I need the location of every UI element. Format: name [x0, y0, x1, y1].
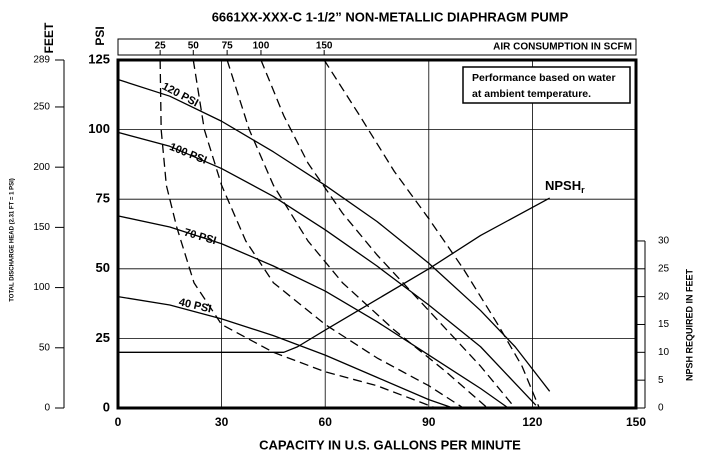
y3-tick-label: 15: [658, 319, 670, 330]
y-tick-label: 75: [96, 191, 110, 206]
air-tick-label: 75: [222, 41, 234, 52]
y3-tick-label: 5: [658, 375, 664, 386]
y-axis-label: PSI: [93, 26, 107, 45]
feet-tick-label: 200: [33, 162, 50, 173]
air-tick-label: 150: [316, 41, 333, 52]
note-line: at ambient temperature.: [472, 88, 591, 100]
air-tick-label: 100: [253, 41, 270, 52]
pump-curve: [117, 78, 551, 392]
x-tick-label: 150: [626, 415, 646, 429]
air-curve: [323, 59, 540, 409]
air-tick-label: 50: [188, 41, 200, 52]
y-tick-label: 125: [88, 51, 110, 66]
y3-axis-label: NPSH REQUIRED IN FEET: [684, 268, 694, 381]
note-box: [462, 66, 631, 104]
x-tick-label: 120: [522, 415, 542, 429]
series-label: 70 PSI: [182, 227, 217, 248]
feet-tick-label: 0: [44, 403, 50, 414]
y3-tick-label: 25: [658, 263, 670, 274]
air-curve: [260, 59, 516, 409]
series-label: 40 PSI: [178, 296, 213, 315]
y-tick-label: 50: [96, 260, 110, 275]
y-tick-label: 0: [103, 399, 110, 414]
feet-axis-label: FEET: [42, 22, 56, 53]
x-tick-label: 0: [115, 415, 122, 429]
head-label: TOTAL DISCHARGE HEAD (2.31 FT = 1 PSI): [10, 178, 16, 302]
y-tick-label: 25: [96, 330, 110, 345]
feet-tick-label: 150: [33, 222, 50, 233]
x-tick-label: 60: [319, 415, 333, 429]
feet-tick-label: 289: [33, 55, 50, 66]
series-label: 100 PSI: [168, 141, 209, 167]
y3-tick-label: 20: [658, 291, 670, 302]
pump-curve: [118, 197, 550, 353]
plot-frame: [116, 58, 638, 410]
y3-tick-label: 10: [658, 347, 670, 358]
chart-title: 6661XX-XXX-C 1-1/2” NON-METALLIC DIAPHRA…: [212, 9, 569, 24]
air-curve: [192, 59, 464, 409]
x-axis-label: CAPACITY IN U.S. GALLONS PER MINUTE: [259, 437, 521, 452]
feet-tick-label: 250: [33, 102, 50, 113]
npsh-label: NPSHr: [545, 178, 585, 195]
y-tick-label: 100: [88, 121, 110, 136]
pump-curve: [117, 131, 537, 406]
x-tick-label: 30: [215, 415, 229, 429]
y3-tick-label: 0: [658, 403, 664, 414]
air-axis-label: AIR CONSUMPTION IN SCFM: [493, 42, 632, 53]
feet-tick-label: 100: [33, 282, 50, 293]
y3-tick-label: 30: [658, 236, 670, 247]
x-tick-label: 90: [422, 415, 436, 429]
note-line: Performance based on water: [472, 72, 616, 84]
air-curve: [226, 59, 488, 409]
npsh-sub: r: [581, 185, 585, 195]
npsh-text: NPSH: [545, 178, 581, 193]
pump-curve: [117, 215, 509, 409]
feet-tick-label: 50: [39, 342, 51, 353]
air-tick-label: 25: [155, 41, 167, 52]
air-axis: [117, 38, 637, 56]
